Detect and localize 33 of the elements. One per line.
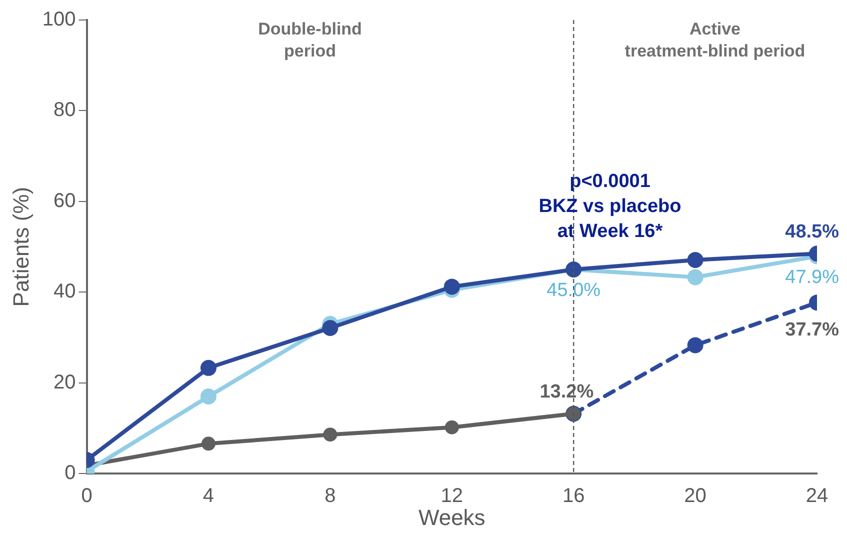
y-tick-label: 20 [54, 371, 76, 394]
y-tick-label: 60 [54, 190, 76, 212]
x-tick-label: 24 [806, 485, 828, 508]
data-label: 45.0% [546, 280, 601, 302]
point [201, 436, 216, 451]
x-tick-label: 4 [202, 485, 214, 508]
point [687, 252, 704, 268]
x-tick-label: 12 [440, 485, 464, 508]
y-axis-title: Patients (%) [8, 186, 34, 307]
point [444, 420, 459, 434]
data-label: 47.9% [785, 267, 840, 288]
point [444, 278, 460, 295]
x-tick-label: 20 [684, 485, 706, 508]
x-tick-label: 8 [324, 485, 336, 508]
data-label: 13.2% [540, 381, 594, 402]
data-label: 37.7% [785, 319, 840, 340]
point [200, 360, 216, 376]
point [687, 269, 704, 286]
y-tick-label: 0 [64, 462, 76, 484]
annotation: Active treatment-blind period [624, 20, 806, 61]
y-tick-label: 80 [54, 99, 76, 122]
annotation: p<0.0001 BKZ vs placebo at Week 16* [538, 171, 682, 242]
point [322, 320, 338, 336]
point [687, 337, 704, 354]
x-axis-title: Weeks [418, 504, 486, 530]
x-tick-label: 16 [562, 485, 585, 508]
data-label: 48.5% [785, 221, 840, 242]
point [323, 428, 338, 442]
y-tick-label: 40 [54, 280, 76, 303]
annotation: Double-blind period [258, 20, 362, 61]
y-tick-label: 100 [42, 8, 76, 31]
point [200, 388, 216, 404]
x-tick-label: 0 [81, 485, 92, 508]
